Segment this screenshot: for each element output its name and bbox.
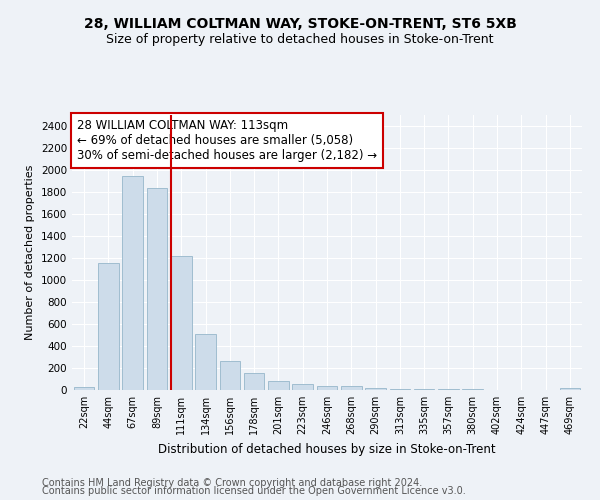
Bar — [122, 176, 143, 390]
Bar — [244, 373, 265, 390]
Bar — [317, 386, 337, 390]
Bar — [220, 362, 240, 390]
Text: Contains public sector information licensed under the Open Government Licence v3: Contains public sector information licen… — [42, 486, 466, 496]
Text: 28 WILLIAM COLTMAN WAY: 113sqm
← 69% of detached houses are smaller (5,058)
30% : 28 WILLIAM COLTMAN WAY: 113sqm ← 69% of … — [77, 119, 377, 162]
Bar — [74, 387, 94, 390]
Bar — [365, 388, 386, 390]
Bar — [146, 188, 167, 390]
Bar — [341, 386, 362, 390]
Text: Size of property relative to detached houses in Stoke-on-Trent: Size of property relative to detached ho… — [106, 32, 494, 46]
Bar — [560, 388, 580, 390]
Text: Contains HM Land Registry data © Crown copyright and database right 2024.: Contains HM Land Registry data © Crown c… — [42, 478, 422, 488]
Y-axis label: Number of detached properties: Number of detached properties — [25, 165, 35, 340]
Bar — [414, 389, 434, 390]
Bar — [268, 381, 289, 390]
Text: 28, WILLIAM COLTMAN WAY, STOKE-ON-TRENT, ST6 5XB: 28, WILLIAM COLTMAN WAY, STOKE-ON-TRENT,… — [83, 18, 517, 32]
Bar — [389, 389, 410, 390]
Bar — [98, 263, 119, 390]
Bar — [292, 384, 313, 390]
X-axis label: Distribution of detached houses by size in Stoke-on-Trent: Distribution of detached houses by size … — [158, 442, 496, 456]
Bar — [195, 334, 216, 390]
Bar — [171, 256, 191, 390]
